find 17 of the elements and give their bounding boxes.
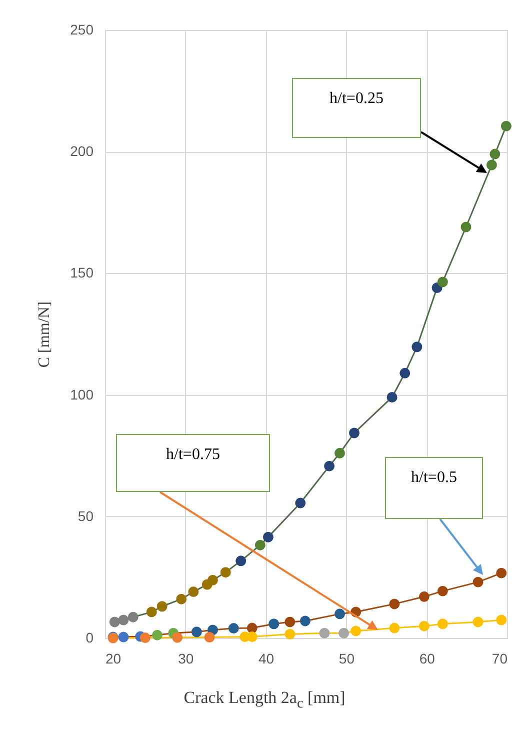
y-tick-label: 100 (70, 386, 94, 402)
annotation: h/t=0.25 (328, 90, 384, 108)
y-tick-label: 250 (70, 22, 94, 38)
x-tick-label: 40 (258, 650, 274, 666)
x-axis-title: Crack Length 2a$_{c}$ [mm] (182, 688, 346, 712)
y-tick-label: 50 (78, 508, 94, 524)
y-tick-label: 0 (86, 630, 94, 646)
x-tick-label: 50 (338, 650, 355, 666)
y-axis-title: C [mm/N] (36, 301, 54, 368)
x-tick-label: 20 (106, 650, 122, 666)
x-tick-label: 70 (492, 650, 508, 666)
x-tick-label: 60 (419, 650, 436, 666)
x-tick-label: 30 (178, 650, 194, 666)
annotation: h/t=0.5 (410, 469, 458, 487)
annotation: h/t=0.75 (165, 446, 221, 464)
y-tick-label: 200 (70, 143, 94, 160)
y-tick-label: 150 (70, 264, 94, 281)
